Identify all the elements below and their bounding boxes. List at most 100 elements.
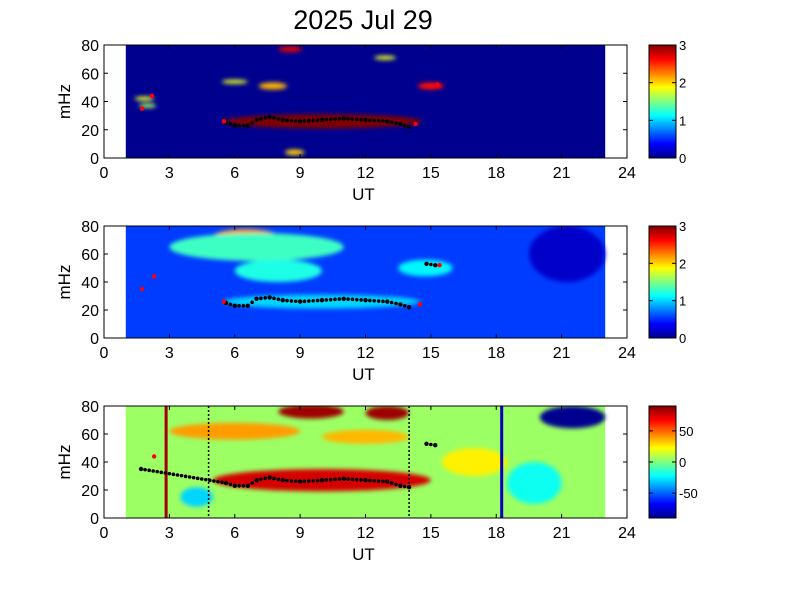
- ridge-marker: [328, 477, 333, 482]
- ridge-marker: [297, 479, 303, 484]
- ridge-marker: [245, 303, 251, 308]
- ridge-marker: [350, 117, 355, 121]
- y-tick-label: 0: [90, 511, 99, 528]
- colorbar-tick-label: -50: [679, 486, 698, 501]
- ridge-marker: [381, 479, 385, 484]
- ridge-marker: [385, 299, 390, 304]
- heatmap-area: [125, 45, 606, 158]
- y-tick-label: 80: [81, 38, 99, 55]
- heatmap-blob: [441, 448, 508, 476]
- x-tick-label: 9: [296, 525, 305, 542]
- ridge-marker: [398, 302, 403, 307]
- heatmap-blob: [278, 406, 344, 419]
- colorbar-tick-label: 0: [679, 331, 686, 346]
- y-tick-label: 60: [81, 427, 99, 444]
- peak-marker: [417, 302, 423, 307]
- ridge-marker: [285, 478, 289, 483]
- ridge-marker: [195, 476, 200, 481]
- ridge-marker: [359, 478, 363, 482]
- ridge-marker: [424, 261, 429, 266]
- heatmap-blob: [374, 55, 397, 60]
- x-tick-label: 15: [422, 165, 440, 182]
- x-tick-label: 0: [100, 525, 109, 542]
- x-axis-label: UT: [352, 545, 375, 564]
- x-tick-label: 15: [422, 345, 440, 362]
- ridge-marker: [381, 119, 385, 123]
- ridge-marker: [372, 298, 377, 303]
- colorbar-gradient: [649, 406, 676, 518]
- ridge-marker: [315, 478, 320, 483]
- ridge-marker: [319, 117, 325, 123]
- ridge-marker: [276, 117, 281, 121]
- x-tick-label: 3: [165, 165, 174, 182]
- ridge-marker: [354, 297, 359, 302]
- ridge-marker: [250, 300, 254, 305]
- ridge-marker: [208, 478, 212, 483]
- peak-marker: [221, 299, 227, 304]
- ridge-marker: [237, 123, 241, 128]
- x-tick-label: 3: [165, 525, 174, 542]
- y-tick-label: 80: [81, 219, 99, 236]
- colorbar-tick-label: 0: [679, 151, 686, 166]
- ridge-marker: [267, 475, 272, 480]
- ridge-marker: [263, 296, 268, 300]
- heatmap-blob: [284, 149, 305, 156]
- x-tick-label: 9: [296, 165, 305, 182]
- ridge-marker: [293, 119, 298, 123]
- ridge-marker: [324, 478, 329, 482]
- ridge-marker: [297, 299, 303, 304]
- x-tick-label: 6: [230, 525, 239, 542]
- ridge-marker: [280, 117, 285, 123]
- heatmap-area: [125, 406, 606, 518]
- ridge-marker: [297, 119, 303, 124]
- ridge-marker: [191, 475, 196, 480]
- ridge-marker: [143, 467, 147, 472]
- ridge-marker: [228, 302, 233, 307]
- ridge-marker: [151, 469, 155, 473]
- ridge-marker: [254, 117, 259, 123]
- heatmap-blob: [134, 96, 155, 101]
- peak-marker: [413, 121, 418, 127]
- heatmap-blob: [321, 429, 410, 444]
- y-tick-label: 20: [81, 303, 99, 320]
- ridge-marker: [276, 477, 281, 482]
- ridge-marker: [155, 469, 160, 474]
- ridge-marker: [402, 123, 407, 128]
- heatmap-blob: [417, 82, 444, 90]
- ridge-marker: [350, 477, 355, 482]
- x-tick-label: 6: [230, 165, 239, 182]
- ridge-marker: [220, 480, 224, 485]
- ridge-marker: [328, 297, 333, 302]
- y-axis-label: mHz: [55, 445, 74, 480]
- heatmap-blob: [221, 79, 248, 84]
- ridge-marker: [232, 303, 237, 308]
- ridge-marker: [315, 118, 320, 122]
- ridge-marker: [216, 479, 220, 484]
- heatmap-blobs: [169, 406, 606, 507]
- y-tick-label: 20: [81, 123, 99, 140]
- colorbar: -50 0 50: [648, 405, 698, 519]
- ridge-marker: [147, 468, 151, 473]
- colorbar-tick-label: 3: [679, 38, 686, 53]
- x-tick-label: 6: [230, 345, 239, 362]
- ridge-marker: [398, 121, 403, 127]
- peak-marker: [151, 454, 157, 459]
- ridge-marker: [354, 477, 359, 482]
- peak-marker: [435, 82, 440, 87]
- ridge-marker: [346, 477, 350, 481]
- x-tick-label: 0: [100, 345, 109, 362]
- ridge-marker: [394, 301, 398, 306]
- colorbar-tick-label: 1: [679, 113, 686, 128]
- ridge-marker: [368, 298, 372, 303]
- ridge-marker: [183, 474, 188, 479]
- heatmap-background: [125, 45, 606, 158]
- y-tick-label: 60: [81, 247, 99, 264]
- ridge-marker: [389, 481, 394, 485]
- ridge-marker: [276, 297, 281, 302]
- ridge-marker: [232, 483, 237, 488]
- peak-marker: [139, 286, 145, 292]
- y-tick-label: 20: [81, 483, 99, 500]
- colorbar-tick-label: 2: [679, 76, 686, 91]
- y-tick-label: 40: [81, 455, 99, 472]
- x-tick-label: 3: [165, 345, 174, 362]
